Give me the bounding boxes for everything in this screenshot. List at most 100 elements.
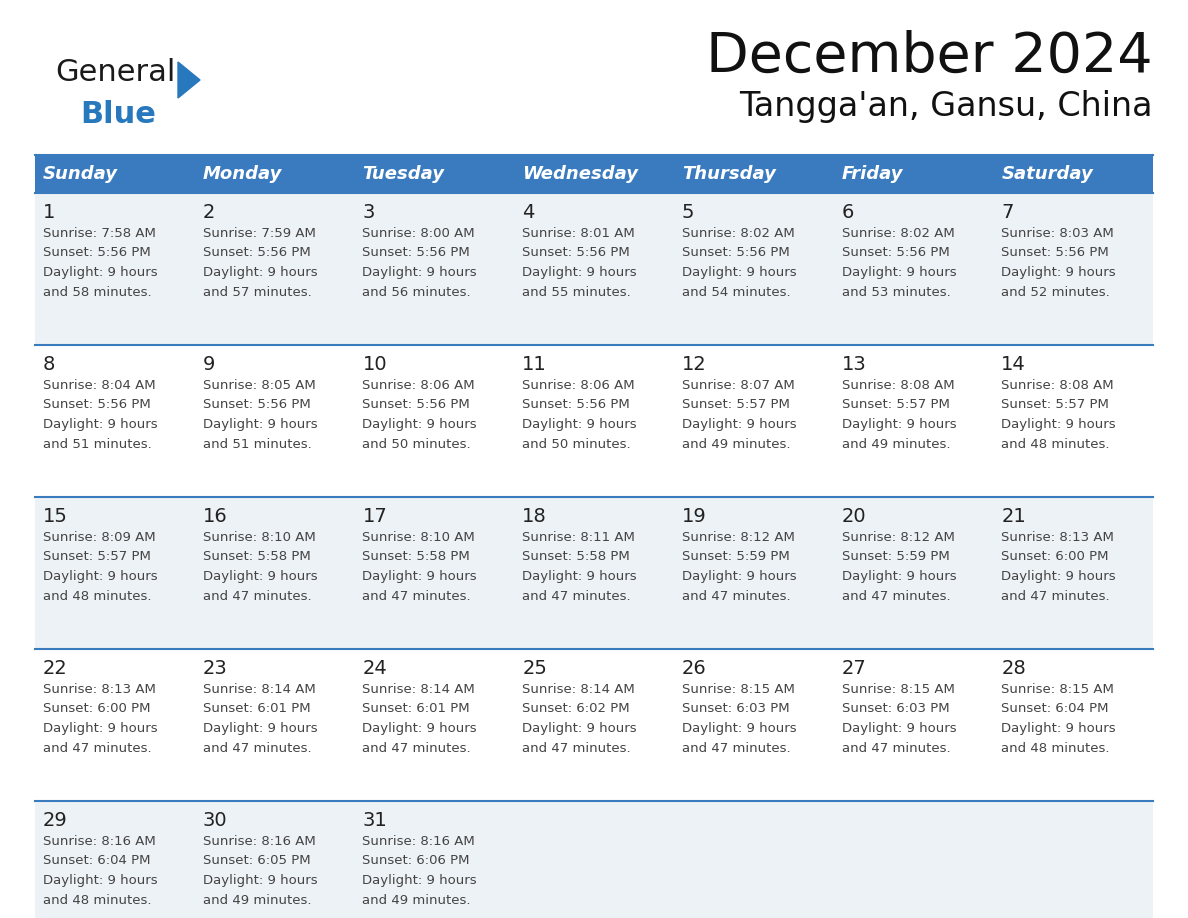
Text: 12: 12 <box>682 355 707 374</box>
Text: and 52 minutes.: and 52 minutes. <box>1001 285 1110 298</box>
Bar <box>514 193 674 345</box>
Text: Daylight: 9 hours: Daylight: 9 hours <box>203 266 317 279</box>
Text: 22: 22 <box>43 659 68 678</box>
Text: and 49 minutes.: and 49 minutes. <box>203 893 311 906</box>
Text: 28: 28 <box>1001 659 1026 678</box>
Text: Sunset: 5:56 PM: Sunset: 5:56 PM <box>362 398 470 411</box>
Text: Daylight: 9 hours: Daylight: 9 hours <box>523 418 637 431</box>
Text: 17: 17 <box>362 507 387 526</box>
Bar <box>514 649 674 801</box>
Text: and 47 minutes.: and 47 minutes. <box>362 589 472 602</box>
Text: Saturday: Saturday <box>1001 165 1093 183</box>
Bar <box>195 193 354 345</box>
Text: and 50 minutes.: and 50 minutes. <box>523 438 631 451</box>
Bar <box>195 649 354 801</box>
Bar <box>195 801 354 918</box>
Text: Daylight: 9 hours: Daylight: 9 hours <box>523 570 637 583</box>
Text: and 55 minutes.: and 55 minutes. <box>523 285 631 298</box>
Text: Sunset: 6:00 PM: Sunset: 6:00 PM <box>43 702 151 715</box>
Bar <box>834 497 993 649</box>
Text: Sunrise: 8:10 AM: Sunrise: 8:10 AM <box>362 531 475 544</box>
Text: Sunset: 5:56 PM: Sunset: 5:56 PM <box>43 398 151 411</box>
Text: Daylight: 9 hours: Daylight: 9 hours <box>523 722 637 735</box>
Bar <box>993 345 1154 497</box>
Text: Sunset: 6:01 PM: Sunset: 6:01 PM <box>203 702 310 715</box>
Text: Sunrise: 8:13 AM: Sunrise: 8:13 AM <box>1001 531 1114 544</box>
Text: Sunset: 5:58 PM: Sunset: 5:58 PM <box>362 551 470 564</box>
Text: 5: 5 <box>682 203 694 222</box>
Bar <box>834 649 993 801</box>
Text: Sunrise: 8:08 AM: Sunrise: 8:08 AM <box>841 379 954 392</box>
Text: Sunrise: 8:16 AM: Sunrise: 8:16 AM <box>362 835 475 848</box>
Bar <box>834 155 993 193</box>
Text: 8: 8 <box>43 355 56 374</box>
Bar <box>34 193 195 345</box>
Polygon shape <box>178 62 200 98</box>
Text: Sunrise: 8:14 AM: Sunrise: 8:14 AM <box>362 683 475 696</box>
Text: Sunrise: 8:16 AM: Sunrise: 8:16 AM <box>203 835 316 848</box>
Text: and 48 minutes.: and 48 minutes. <box>1001 438 1110 451</box>
Text: Sunset: 5:56 PM: Sunset: 5:56 PM <box>841 247 949 260</box>
Bar <box>34 801 195 918</box>
Text: 3: 3 <box>362 203 374 222</box>
Text: Daylight: 9 hours: Daylight: 9 hours <box>841 266 956 279</box>
Text: Sunset: 6:06 PM: Sunset: 6:06 PM <box>362 855 470 868</box>
Text: and 47 minutes.: and 47 minutes. <box>203 589 311 602</box>
Text: Daylight: 9 hours: Daylight: 9 hours <box>841 418 956 431</box>
Text: 1: 1 <box>43 203 56 222</box>
Text: Daylight: 9 hours: Daylight: 9 hours <box>203 570 317 583</box>
Text: and 47 minutes.: and 47 minutes. <box>523 589 631 602</box>
Bar <box>354 801 514 918</box>
Text: Daylight: 9 hours: Daylight: 9 hours <box>203 722 317 735</box>
Text: 26: 26 <box>682 659 707 678</box>
Text: and 47 minutes.: and 47 minutes. <box>43 742 152 755</box>
Bar <box>514 497 674 649</box>
Text: Daylight: 9 hours: Daylight: 9 hours <box>523 266 637 279</box>
Text: Sunset: 6:01 PM: Sunset: 6:01 PM <box>362 702 470 715</box>
Text: Sunrise: 8:05 AM: Sunrise: 8:05 AM <box>203 379 316 392</box>
Text: and 48 minutes.: and 48 minutes. <box>43 589 152 602</box>
Text: Daylight: 9 hours: Daylight: 9 hours <box>841 722 956 735</box>
Text: Daylight: 9 hours: Daylight: 9 hours <box>682 570 796 583</box>
Text: Sunrise: 8:00 AM: Sunrise: 8:00 AM <box>362 227 475 240</box>
Text: Sunset: 5:59 PM: Sunset: 5:59 PM <box>841 551 949 564</box>
Bar <box>674 649 834 801</box>
Text: Sunrise: 8:06 AM: Sunrise: 8:06 AM <box>523 379 634 392</box>
Bar <box>354 193 514 345</box>
Text: Sunrise: 8:14 AM: Sunrise: 8:14 AM <box>523 683 634 696</box>
Text: Sunset: 5:56 PM: Sunset: 5:56 PM <box>523 247 630 260</box>
Text: 19: 19 <box>682 507 707 526</box>
Text: Sunday: Sunday <box>43 165 118 183</box>
Text: Sunrise: 8:06 AM: Sunrise: 8:06 AM <box>362 379 475 392</box>
Bar <box>993 649 1154 801</box>
Bar <box>354 649 514 801</box>
Bar <box>195 497 354 649</box>
Text: Daylight: 9 hours: Daylight: 9 hours <box>362 266 478 279</box>
Text: December 2024: December 2024 <box>707 30 1154 84</box>
Text: Sunrise: 7:59 AM: Sunrise: 7:59 AM <box>203 227 316 240</box>
Text: Daylight: 9 hours: Daylight: 9 hours <box>682 418 796 431</box>
Text: 2: 2 <box>203 203 215 222</box>
Bar <box>834 801 993 918</box>
Text: Sunset: 5:56 PM: Sunset: 5:56 PM <box>682 247 790 260</box>
Text: 24: 24 <box>362 659 387 678</box>
Text: Sunrise: 8:02 AM: Sunrise: 8:02 AM <box>682 227 795 240</box>
Text: Daylight: 9 hours: Daylight: 9 hours <box>362 418 478 431</box>
Text: Sunset: 5:56 PM: Sunset: 5:56 PM <box>523 398 630 411</box>
Text: 11: 11 <box>523 355 546 374</box>
Bar <box>674 155 834 193</box>
Text: Daylight: 9 hours: Daylight: 9 hours <box>362 570 478 583</box>
Text: and 53 minutes.: and 53 minutes. <box>841 285 950 298</box>
Text: 18: 18 <box>523 507 546 526</box>
Text: Daylight: 9 hours: Daylight: 9 hours <box>362 874 478 887</box>
Text: Daylight: 9 hours: Daylight: 9 hours <box>682 722 796 735</box>
Text: and 58 minutes.: and 58 minutes. <box>43 285 152 298</box>
Text: 9: 9 <box>203 355 215 374</box>
Bar <box>34 345 195 497</box>
Text: Daylight: 9 hours: Daylight: 9 hours <box>841 570 956 583</box>
Bar <box>993 801 1154 918</box>
Text: Sunrise: 8:01 AM: Sunrise: 8:01 AM <box>523 227 634 240</box>
Text: Monday: Monday <box>203 165 282 183</box>
Bar <box>674 345 834 497</box>
Bar <box>354 155 514 193</box>
